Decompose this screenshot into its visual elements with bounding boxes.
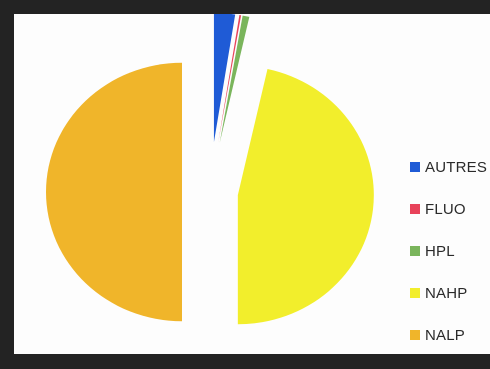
legend-label: NAHP [425, 284, 468, 302]
legend-item-nalp: NALP [410, 326, 487, 344]
legend-swatch [410, 330, 420, 340]
legend-label: FLUO [425, 200, 466, 218]
legend-item-hpl: HPL [410, 242, 487, 260]
legend-label: HPL [425, 242, 455, 260]
pie-slice-fluo [218, 15, 242, 143]
window-frame: AUTRES FLUO HPL NAHP NALP [14, 14, 490, 354]
pie-slice-nahp [237, 68, 374, 325]
chart-panel: AUTRES FLUO HPL NAHP NALP [14, 14, 490, 354]
legend-item-autres: AUTRES [410, 158, 488, 176]
legend-swatch [410, 162, 420, 172]
legend-swatch [410, 246, 420, 256]
legend-swatch [410, 204, 420, 214]
legend-swatch [410, 288, 420, 298]
legend-label: NALP [425, 326, 465, 344]
pie-slice-hpl [219, 15, 250, 143]
legend-label: AUTRES [425, 158, 488, 176]
chart-legend: AUTRES FLUO HPL NAHP NALP [410, 159, 487, 369]
pie-chart [45, 14, 374, 325]
pie-slice-nalp [45, 62, 182, 322]
legend-item-nahp: NAHP [410, 284, 487, 302]
pie-slice-autres [213, 14, 236, 143]
legend-item-fluo: FLUO [410, 200, 487, 218]
